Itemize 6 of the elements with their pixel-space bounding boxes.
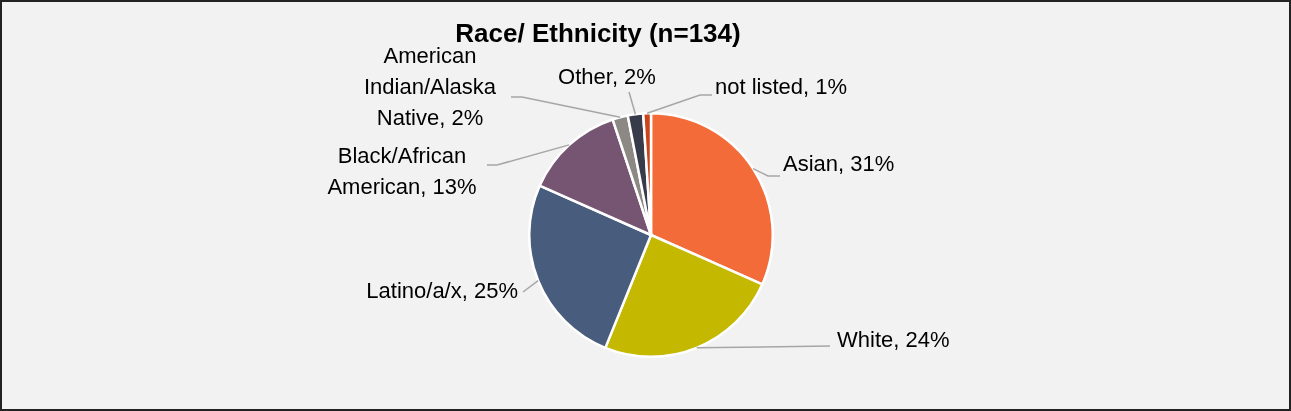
slice-label: not listed, 1% [715, 74, 848, 100]
slice-label: Latino/a/x, 25% [366, 278, 518, 304]
slice-label: Other, 2% [558, 64, 656, 90]
slice-label: Black/African American, 13% [327, 143, 477, 200]
slice-label: White, 24% [837, 327, 950, 353]
slice-label: Asian, 31% [783, 151, 895, 177]
